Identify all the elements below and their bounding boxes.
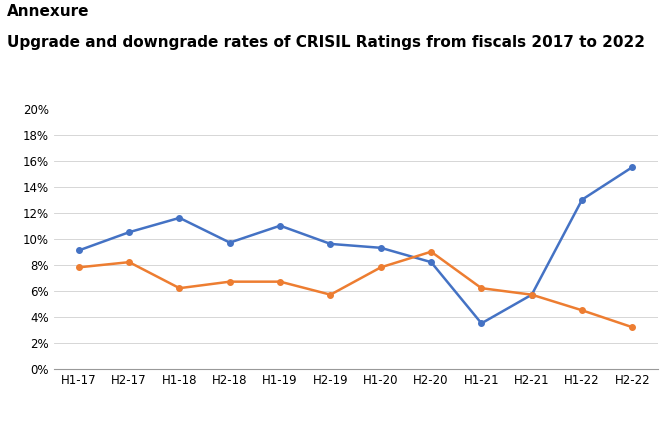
Text: Upgrade and downgrade rates of CRISIL Ratings from fiscals 2017 to 2022: Upgrade and downgrade rates of CRISIL Ra… [7, 35, 645, 50]
Legend: Upgrade rate, Downgrade rate: Upgrade rate, Downgrade rate [201, 432, 510, 434]
Text: Annexure: Annexure [7, 4, 89, 20]
